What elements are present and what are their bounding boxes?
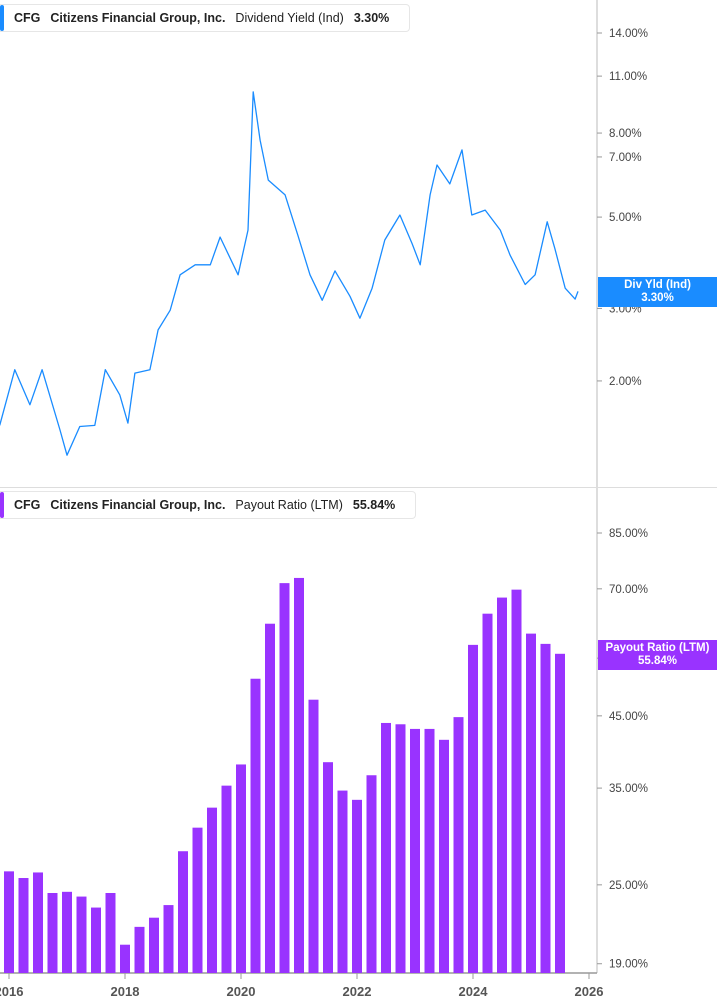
payout-bar (33, 872, 43, 973)
tag-value: 3.30% (641, 292, 674, 304)
payout-color-swatch (0, 492, 4, 518)
yield-value-tag: Div Yld (Ind) 3.30% (598, 277, 717, 307)
payout-bar (352, 799, 362, 973)
payout-y-tick-label: 25.00% (609, 880, 648, 892)
payout-bar (47, 893, 58, 973)
payout-bar (279, 583, 290, 973)
payout-bar (149, 917, 159, 973)
payout-bar (294, 577, 304, 973)
yield-color-swatch (0, 5, 4, 31)
legend-value: 3.30% (353, 11, 390, 25)
yield-y-tick-label: 7.00% (609, 152, 642, 164)
payout-bar (178, 851, 188, 973)
yield-y-tick-label: 14.00% (609, 28, 648, 40)
payout-bar (526, 633, 536, 973)
payout-bar (366, 775, 377, 973)
payout-bar (468, 644, 478, 973)
payout-bar (323, 762, 333, 973)
legend-company: Citizens Financial Group, Inc. (50, 498, 226, 512)
payout-bar (381, 722, 391, 973)
legend-metric: Payout Ratio (LTM) (235, 498, 343, 512)
payout-y-tick-label: 85.00% (609, 528, 648, 540)
payout-bar (439, 739, 449, 973)
payout-bar (163, 905, 174, 973)
legend-value: 55.84% (352, 498, 396, 512)
payout-bar (250, 678, 261, 973)
payout-bar (424, 728, 435, 973)
payout-bar (207, 807, 217, 973)
yield-line (0, 91, 579, 456)
payout-y-tick-label: 70.00% (609, 584, 648, 596)
payout-bar (308, 699, 319, 973)
payout-bar (134, 926, 145, 973)
x-tick-label: 2022 (343, 984, 372, 999)
payout-bar (105, 893, 116, 973)
payout-y-tick-label: 35.00% (609, 783, 648, 795)
payout-bar (410, 728, 420, 973)
legend-ticker: CFG (14, 498, 41, 512)
payout-bar (76, 896, 87, 973)
x-tick-label: 2026 (575, 984, 604, 999)
payout-bar (18, 878, 29, 973)
payout-bar (236, 764, 246, 973)
payout-bar (4, 871, 14, 973)
x-tick-label: 2020 (227, 984, 256, 999)
payout-bar (120, 944, 130, 973)
payout-bar (497, 597, 507, 973)
payout-legend: CFG Citizens Financial Group, Inc. Payou… (0, 491, 417, 519)
x-tick-label: 2024 (459, 984, 489, 999)
tag-label: Div Yld (Ind) (624, 279, 691, 291)
payout-bar (265, 623, 275, 973)
payout-bar (540, 643, 551, 973)
legend-metric: Dividend Yield (Ind) (235, 11, 344, 25)
payout-bar (555, 653, 565, 973)
payout-y-tick-label: 19.00% (609, 959, 648, 971)
payout-bar (395, 724, 406, 973)
payout-bar (192, 827, 203, 973)
x-tick-label: 2016 (0, 984, 23, 999)
payout-bar (91, 907, 101, 973)
yield-y-tick-label: 11.00% (609, 71, 647, 83)
payout-bar (221, 785, 232, 973)
payout-bar (511, 589, 522, 973)
yield-legend: CFG Citizens Financial Group, Inc. Divid… (0, 4, 411, 32)
payout-bar (453, 717, 464, 973)
yield-y-tick-label: 5.00% (609, 212, 642, 224)
payout-bar (62, 891, 72, 973)
payout-bar (482, 613, 493, 973)
x-tick-label: 2018 (111, 984, 140, 999)
tag-label: Payout Ratio (LTM) (605, 642, 710, 654)
legend-ticker: CFG (14, 11, 41, 25)
tag-value: 55.84% (637, 655, 677, 667)
payout-value-tag: Payout Ratio (LTM) 55.84% (598, 640, 717, 670)
yield-y-tick-label: 8.00% (609, 128, 642, 140)
payout-bar (337, 790, 348, 973)
yield-y-tick-label: 2.00% (609, 376, 642, 388)
legend-company: Citizens Financial Group, Inc. (50, 11, 226, 25)
payout-y-tick-label: 45.00% (609, 711, 648, 723)
